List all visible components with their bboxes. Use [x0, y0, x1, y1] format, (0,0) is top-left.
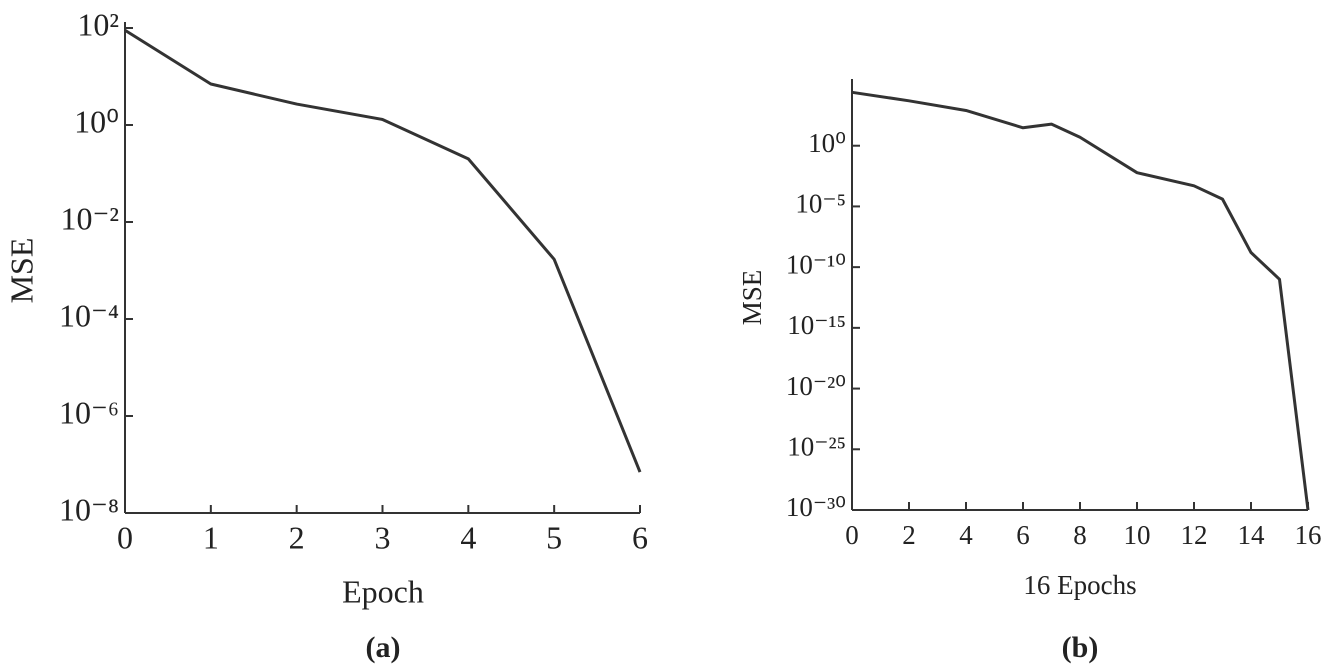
y-tick-label: 10⁻¹⁰	[786, 249, 846, 279]
data-line	[124, 28, 642, 473]
x-tick-label: 3	[375, 519, 391, 555]
y-tick-label: 10⁰	[74, 103, 119, 139]
x-axis-label: Epoch	[342, 573, 424, 609]
x-tick-label: 16	[1295, 520, 1322, 550]
x-tick-label: 6	[1016, 520, 1030, 550]
y-axis-label: MSE	[737, 270, 767, 326]
y-tick-label: 10⁻¹⁵	[787, 310, 846, 340]
y-tick-label: 10⁻⁴	[59, 297, 119, 333]
x-tick-label: 4	[959, 520, 973, 550]
y-tick-label: 10⁻⁵	[795, 189, 846, 219]
x-tick-label: 12	[1181, 520, 1208, 550]
data-line	[851, 90, 1310, 511]
y-tick-label: 10⁻⁸	[59, 491, 119, 527]
y-tick-label: 10⁰	[808, 128, 846, 158]
x-tick-label: 0	[117, 519, 133, 555]
x-tick-label: 8	[1073, 520, 1087, 550]
y-tick-label: 10⁻²⁵	[787, 431, 846, 461]
y-tick-label: 10⁻⁶	[59, 394, 119, 430]
x-tick-label: 5	[546, 519, 562, 555]
x-tick-label: 2	[902, 520, 916, 550]
caption: (b)	[1062, 631, 1099, 664]
x-tick-label: 10	[1124, 520, 1151, 550]
x-tick-label: 4	[460, 519, 476, 555]
x-tick-label: 14	[1238, 520, 1266, 550]
y-tick-label: 10²	[77, 6, 119, 42]
x-tick-label: 0	[845, 520, 859, 550]
x-tick-label: 2	[289, 519, 305, 555]
caption: (a)	[366, 631, 401, 664]
y-axis-label: MSE	[3, 238, 39, 304]
x-axis-label: 16 Epochs	[1023, 570, 1136, 600]
y-tick-label: 10⁻²	[61, 200, 119, 236]
y-tick-label: 10⁻³⁰	[786, 492, 846, 522]
x-tick-label: 6	[632, 519, 648, 555]
y-tick-label: 10⁻²⁰	[786, 371, 846, 401]
x-tick-label: 1	[203, 519, 219, 555]
